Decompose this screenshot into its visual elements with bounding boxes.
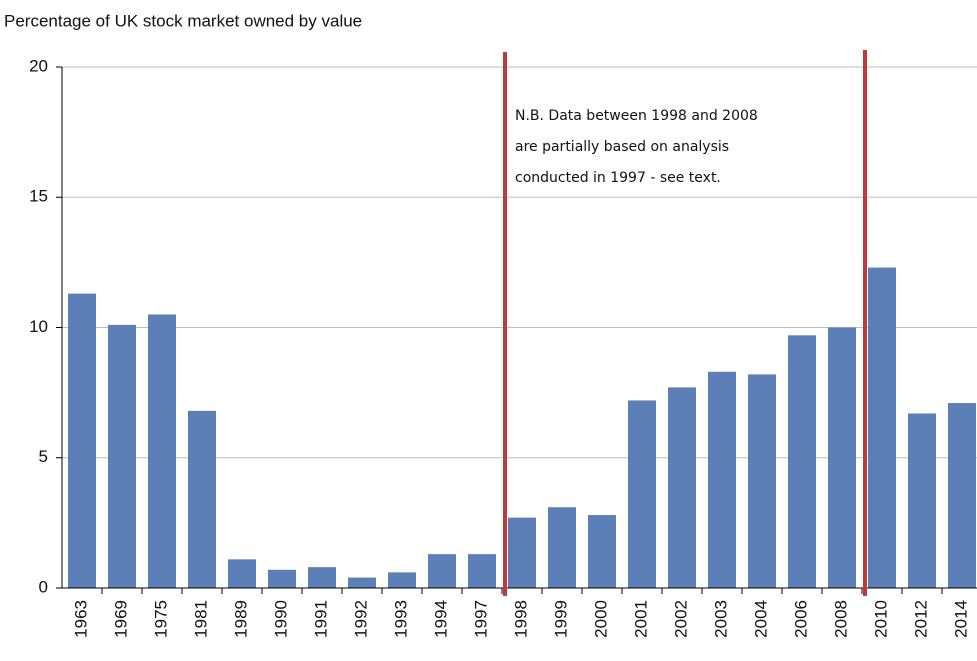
y-tick-label: 15 <box>29 187 48 206</box>
bar <box>868 267 896 588</box>
x-tick-label: 2004 <box>751 600 770 638</box>
y-tick-label: 20 <box>29 56 48 75</box>
x-tick-label: 1963 <box>71 600 90 638</box>
bar <box>548 507 576 588</box>
bar <box>268 569 296 588</box>
bar <box>228 559 256 588</box>
annotation: N.B. Data between 1998 and 2008 <box>515 108 758 124</box>
x-tick-label: 1991 <box>311 600 330 638</box>
plot: 0 5 10 15 20 1963 1969 1975 1981 1989 1990 1991 1992… <box>29 56 977 638</box>
bar <box>508 517 536 588</box>
y-tick-label: 5 <box>39 447 48 466</box>
x-tick-label: 2008 <box>831 600 850 638</box>
x-tick-label: 2002 <box>671 600 690 638</box>
x-tick-label: 1999 <box>551 600 570 638</box>
bar <box>748 374 776 588</box>
bar <box>188 410 216 588</box>
bar <box>908 413 936 588</box>
bar <box>628 400 656 588</box>
bar <box>948 403 976 588</box>
x-tick-label: 1998 <box>511 600 530 638</box>
x-tick-label: 1997 <box>471 600 490 638</box>
x-tick-label: 2014 <box>951 600 970 638</box>
x-tick-label: 1994 <box>431 600 450 638</box>
bar <box>828 327 856 588</box>
bar <box>308 567 336 588</box>
x-tick-label: 1993 <box>391 600 410 638</box>
bar <box>788 335 816 588</box>
bar <box>148 314 176 588</box>
x-tick-label: 2001 <box>631 600 650 638</box>
x-tick-label: 1969 <box>111 600 130 638</box>
annotation: conducted in 1997 - see text. <box>515 170 721 186</box>
bar <box>588 515 616 588</box>
bar <box>428 554 456 588</box>
y-tick-label: 0 <box>39 577 48 596</box>
bar <box>468 554 496 588</box>
bar <box>668 387 696 588</box>
x-tick-label: 1989 <box>231 600 250 638</box>
x-tick-label: 1992 <box>351 600 370 638</box>
y-tick-label: 10 <box>29 317 48 336</box>
x-tick-label: 1981 <box>191 600 210 638</box>
x-tick-label: 2003 <box>711 600 730 638</box>
chart-title: Percentage of UK stock market owned by v… <box>4 11 362 30</box>
annotation: are partially based on analysis <box>515 139 729 155</box>
x-tick-label: 2012 <box>911 600 930 638</box>
x-tick-label: 2006 <box>791 600 810 638</box>
x-tick-label: 1990 <box>271 600 290 638</box>
bar <box>708 371 736 588</box>
bar <box>108 324 136 588</box>
bar <box>68 293 96 588</box>
bar <box>388 572 416 588</box>
x-tick-label: 1975 <box>151 600 170 638</box>
x-tick-label: 2010 <box>871 600 890 638</box>
bar <box>348 577 376 588</box>
x-tick-label: 2000 <box>591 600 610 638</box>
